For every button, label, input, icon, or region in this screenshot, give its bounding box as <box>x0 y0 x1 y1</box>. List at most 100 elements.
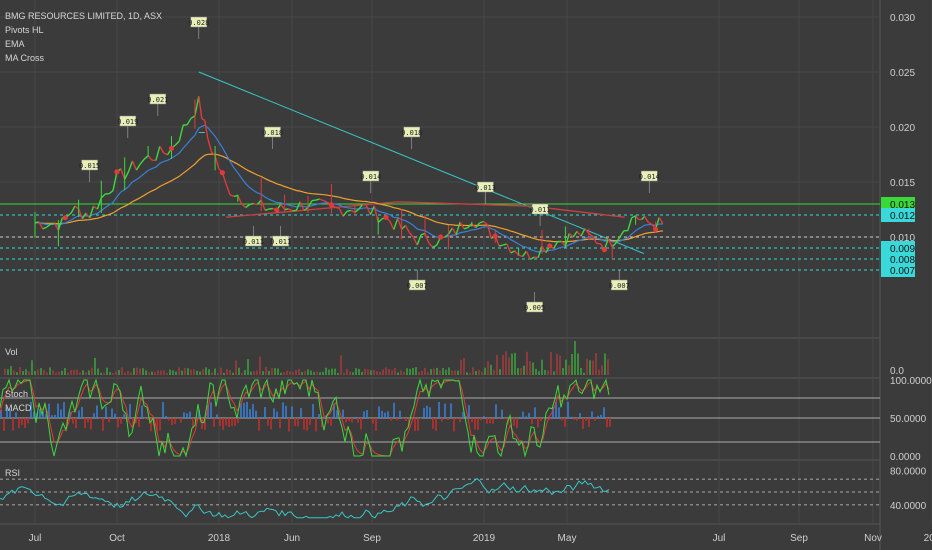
volume-bar <box>409 368 411 375</box>
volume-bar <box>274 368 276 375</box>
price-segment <box>229 194 235 197</box>
ma-cross-marker <box>547 243 553 249</box>
time-axis[interactable]: Jul Oct 2018 Jun Sep 2019 May Jul Sep Nov 202 <box>29 533 932 544</box>
macd-histogram-bar <box>63 402 65 418</box>
indicator-ema[interactable]: EMA <box>5 39 25 49</box>
volume-bar <box>175 371 177 375</box>
macd-histogram-bar <box>291 406 293 418</box>
macd-histogram-bar <box>336 410 338 418</box>
volume-bar <box>97 368 99 375</box>
volume-bar <box>22 371 24 375</box>
price-segment <box>588 232 594 237</box>
macd-histogram-bar <box>453 418 455 432</box>
resistance-curve <box>226 201 625 218</box>
volume-bar <box>31 360 33 375</box>
indicator-pivots[interactable]: Pivots HL <box>5 25 44 35</box>
time-tick-label: Sep <box>363 533 381 544</box>
macd-histogram-bar <box>285 405 287 418</box>
price-segment <box>534 256 539 259</box>
price-segment <box>57 217 63 231</box>
ma-cross-marker <box>601 247 608 253</box>
macd-histogram-bar <box>21 418 23 425</box>
price-segment <box>471 223 477 229</box>
volume-bar <box>295 370 297 375</box>
price-segment <box>260 199 266 211</box>
volume-bar <box>325 367 327 375</box>
volume-bar <box>523 365 525 375</box>
macd-histogram-bar <box>240 403 242 418</box>
price-segment <box>338 207 344 217</box>
macd-histogram-bar <box>276 411 278 418</box>
macd-histogram-bar <box>552 406 554 418</box>
volume-bar <box>400 370 402 375</box>
volume-bar <box>196 370 198 375</box>
macd-histogram-bar <box>333 403 335 418</box>
horizontal-levels <box>0 203 880 271</box>
volume-bar <box>502 354 504 375</box>
macd-histogram-bar <box>168 418 170 421</box>
volume-bar <box>346 369 348 375</box>
volume-bar <box>25 369 27 375</box>
pivot-labels: 0.015 0.019 0.021 0.028 0.018 0.014 0.018 0.013… <box>79 16 660 313</box>
ma-cross-marker <box>438 234 444 240</box>
macd-histogram-bar <box>60 409 62 418</box>
time-tick-label: Nov <box>864 533 882 544</box>
pivot-tag-label: 0.014 <box>639 173 660 181</box>
macd-histogram-bar <box>417 418 419 431</box>
macd-histogram-bar <box>573 418 575 420</box>
volume-bar <box>193 369 195 375</box>
volume-bar <box>598 369 600 375</box>
macd-histogram-bar <box>456 418 458 419</box>
macd-histogram-bar <box>39 409 41 418</box>
macd-histogram-bar <box>201 418 203 430</box>
volume-bar <box>40 368 42 375</box>
price-segment <box>377 218 383 223</box>
macd-histogram-bar <box>420 418 422 419</box>
volume-bar <box>154 371 156 375</box>
macd-histogram-bar <box>465 416 467 418</box>
macd-histogram-bar <box>444 403 446 418</box>
macd-histogram-bar <box>162 402 164 418</box>
macd-histogram-bar <box>210 402 212 418</box>
volume-bar <box>58 371 60 375</box>
time-tick-label: Jul <box>29 533 42 544</box>
macd-histogram-bar <box>57 403 59 418</box>
price-segment <box>237 195 243 205</box>
macd-histogram-bar <box>189 411 191 418</box>
volume-bar <box>601 365 603 375</box>
indicator-ma-cross[interactable]: MA Cross <box>5 53 45 63</box>
volume-bar <box>286 370 288 375</box>
macd-histogram-bar <box>390 418 392 421</box>
macd-histogram-bar <box>222 418 224 430</box>
price-segment <box>467 223 473 229</box>
volume-bar <box>496 355 498 375</box>
macd-histogram-bar <box>42 411 44 418</box>
price-segment <box>135 163 141 171</box>
volume-bar <box>550 352 552 375</box>
macd-histogram-bar <box>114 413 116 418</box>
macd-histogram-bar <box>357 418 359 423</box>
pivot-tag-label: 0.011 <box>270 238 291 246</box>
macd-histogram-bar <box>354 416 356 418</box>
volume-bar <box>571 353 573 375</box>
price-segment <box>607 238 613 248</box>
volume-pane <box>4 341 609 375</box>
time-tick-label: Sep <box>790 533 808 544</box>
volume-bar <box>376 371 378 375</box>
macd-histogram-bar <box>360 418 362 430</box>
volume-bar <box>406 368 408 375</box>
macd-histogram-bar <box>270 418 272 430</box>
macd-histogram-bar <box>267 418 269 426</box>
macd-histogram-bar <box>516 418 518 429</box>
price-level-label: 0.010 <box>890 233 915 244</box>
rsi-tick-label: 80.0000 <box>890 467 927 478</box>
volume-bar <box>73 369 75 375</box>
macd-histogram-bar <box>78 410 80 418</box>
volume-bar <box>34 370 36 375</box>
price-segment <box>194 96 200 117</box>
price-segment <box>225 183 231 196</box>
price-segment <box>210 151 216 157</box>
volume-bar <box>313 372 315 375</box>
